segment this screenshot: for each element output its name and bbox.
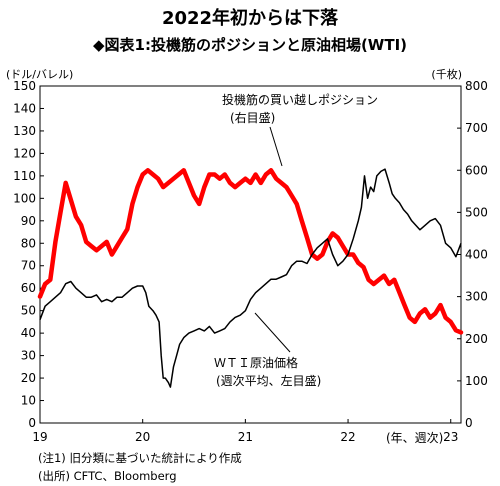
annotation-position-axis: (右目盛) — [230, 110, 275, 125]
left-tick-label: 70 — [21, 259, 36, 273]
x-tick-label: 22 — [340, 430, 355, 444]
right-tick-label: 100 — [465, 374, 488, 388]
left-tick-label: 10 — [21, 394, 36, 408]
series-line-wti-price — [39, 168, 462, 388]
annotation-wti-axis: (週次平均、左目盛) — [216, 373, 321, 388]
x-axis-unit: (年、週次) — [386, 431, 443, 445]
footnote-1: (注1) 旧分類に基づいた統計により作成 — [38, 451, 242, 465]
right-tick-label: 0 — [465, 416, 473, 430]
x-tick-label: 21 — [238, 430, 253, 444]
series-line-speculator-position — [37, 168, 464, 335]
annotation-position-leader — [269, 126, 283, 167]
chart-title: 2022年初からは下落 — [162, 7, 339, 29]
left-tick-label: 100 — [13, 191, 36, 205]
left-tick-label: 130 — [13, 124, 36, 138]
left-tick-label: 40 — [21, 326, 36, 340]
footnote-source: (出所) CFTC、Bloomberg — [38, 469, 177, 483]
left-tick-label: 60 — [21, 281, 36, 295]
x-tick-label: 19 — [32, 430, 47, 444]
annotation-position-label: 投機筋の買い越しポジション — [222, 92, 378, 107]
left-axis-unit: (ドル/バレル) — [6, 68, 73, 81]
left-tick-label: 120 — [13, 146, 36, 160]
chart-subtitle: ◆図表1:投機筋のポジションと原油相場(WTI) — [93, 36, 407, 54]
right-tick-label: 700 — [465, 121, 488, 135]
left-tick-label: 150 — [13, 79, 36, 93]
right-tick-label: 500 — [465, 205, 488, 219]
right-axis-unit: (千枚) — [431, 67, 462, 81]
right-tick-label: 400 — [465, 248, 488, 262]
left-tick-label: 30 — [21, 349, 36, 363]
right-tick-label: 800 — [465, 79, 488, 93]
right-tick-label: 600 — [465, 163, 488, 177]
left-tick-label: 110 — [13, 169, 36, 183]
left-tick-label: 90 — [21, 214, 36, 228]
right-tick-label: 300 — [465, 290, 488, 304]
x-tick-label: 23 — [443, 430, 458, 444]
x-tick-label: 20 — [135, 430, 150, 444]
right-tick-label: 200 — [465, 332, 488, 346]
left-tick-label: 140 — [13, 101, 36, 115]
annotation-wti-label: ＷＴＩ原油価格 — [214, 355, 298, 370]
left-tick-label: 20 — [21, 371, 36, 385]
left-tick-label: 50 — [21, 304, 36, 318]
annotation-wti-leader — [254, 312, 291, 353]
left-tick-label: 80 — [21, 236, 36, 250]
plot-area — [39, 85, 462, 424]
left-tick-label: 0 — [28, 416, 36, 430]
